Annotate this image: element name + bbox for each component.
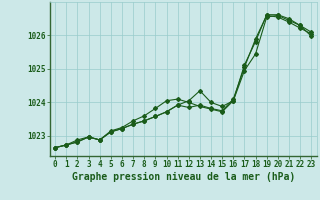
X-axis label: Graphe pression niveau de la mer (hPa): Graphe pression niveau de la mer (hPa) (72, 172, 295, 182)
